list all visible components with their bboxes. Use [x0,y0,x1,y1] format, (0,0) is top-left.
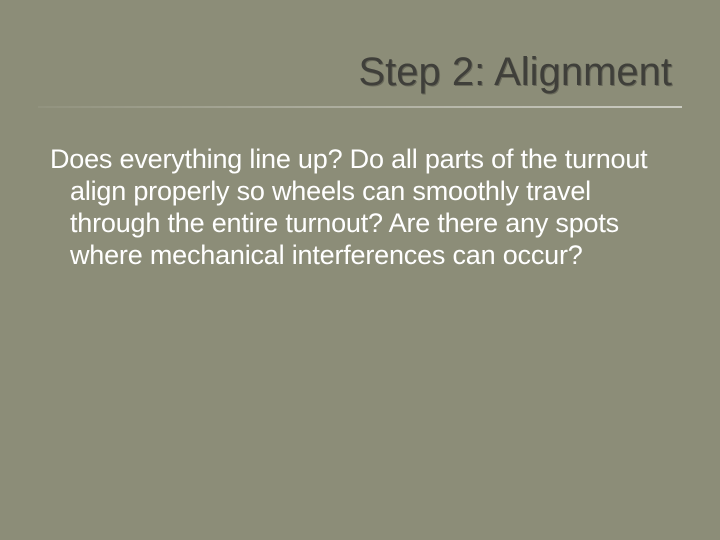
slide-body-text: Does everything line up? Do all parts of… [68,143,680,272]
slide-title: Step 2: Alignment [40,50,680,95]
slide-container: Step 2: Alignment Does everything line u… [0,0,720,540]
title-underline [38,106,682,108]
